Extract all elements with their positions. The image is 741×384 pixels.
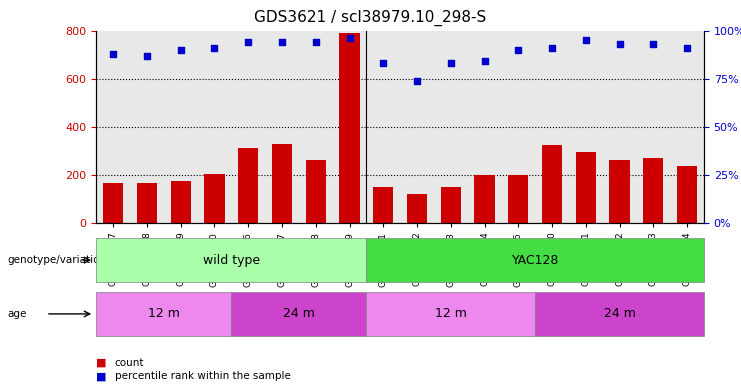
Point	[208, 45, 220, 51]
Text: percentile rank within the sample: percentile rank within the sample	[115, 371, 290, 381]
Point	[377, 60, 389, 66]
Text: ■: ■	[96, 358, 107, 368]
Bar	[677, 166, 697, 223]
Point	[546, 45, 558, 51]
Bar	[339, 33, 359, 223]
Point	[310, 39, 322, 45]
Point	[175, 47, 187, 53]
Bar	[508, 175, 528, 223]
Point	[445, 60, 456, 66]
Bar	[238, 148, 259, 223]
Text: ■: ■	[96, 371, 107, 381]
Bar	[576, 152, 596, 223]
Point	[242, 39, 254, 45]
Bar	[474, 175, 495, 223]
Bar	[407, 194, 427, 223]
Bar	[643, 158, 663, 223]
Point	[276, 39, 288, 45]
Point	[681, 45, 693, 51]
Bar	[272, 144, 292, 223]
Bar	[205, 174, 225, 223]
Point	[411, 78, 423, 84]
Point	[479, 58, 491, 65]
Text: 24 m: 24 m	[283, 308, 315, 320]
Bar	[373, 187, 393, 223]
Bar	[305, 161, 326, 223]
Bar	[609, 161, 630, 223]
Text: YAC128: YAC128	[511, 254, 559, 266]
Text: 24 m: 24 m	[604, 308, 636, 320]
Bar	[137, 183, 157, 223]
Text: GDS3621 / scl38979.10_298-S: GDS3621 / scl38979.10_298-S	[254, 10, 487, 26]
Point	[107, 51, 119, 57]
Point	[648, 41, 659, 47]
Text: age: age	[7, 309, 27, 319]
Point	[580, 37, 592, 43]
Bar	[170, 181, 191, 223]
Bar	[542, 145, 562, 223]
Text: 12 m: 12 m	[435, 308, 467, 320]
Text: count: count	[115, 358, 144, 368]
Bar	[103, 183, 123, 223]
Text: 12 m: 12 m	[148, 308, 180, 320]
Text: wild type: wild type	[203, 254, 260, 266]
Text: genotype/variation: genotype/variation	[7, 255, 107, 265]
Point	[614, 41, 625, 47]
Bar	[441, 187, 461, 223]
Point	[344, 35, 356, 41]
Point	[141, 53, 153, 59]
Point	[512, 47, 524, 53]
